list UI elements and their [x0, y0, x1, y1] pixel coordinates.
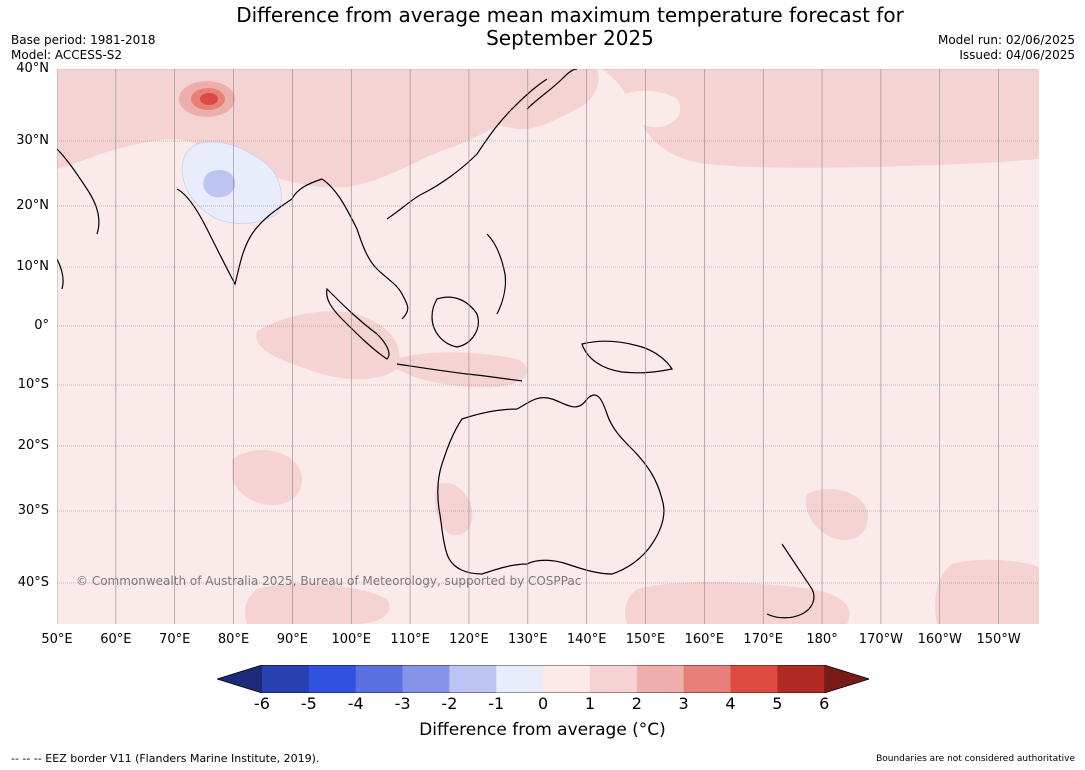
latitude-label: 30°S	[17, 503, 49, 518]
anomaly-region-pacific-inner	[612, 90, 681, 128]
colorbar-segment	[589, 665, 638, 693]
coast-arabia	[57, 148, 100, 235]
colorbar-segment	[636, 665, 685, 693]
colorbar-tick-label: -6	[254, 694, 270, 713]
coast-africa	[57, 258, 64, 290]
latitude-label: 20°S	[17, 438, 49, 453]
latitude-label: 40°S	[17, 575, 49, 590]
anomaly-region-south-indian	[232, 449, 302, 505]
colorbar-tick-label: 0	[538, 694, 549, 713]
model-run: Model run: 02/06/2025	[937, 33, 1075, 47]
colorbar-segment	[449, 665, 497, 693]
colorbar-extend-low	[217, 665, 262, 693]
anomaly-region-tasman	[625, 582, 850, 624]
colorbar-segment	[308, 665, 357, 693]
coast-sumatra	[326, 287, 390, 360]
latitude-label: 30°N	[16, 133, 49, 148]
map-title-line2: September 2025	[486, 26, 654, 50]
colorbar-tick-label: -3	[394, 694, 411, 713]
gridlines	[57, 69, 1039, 624]
longitude-label: 150°E	[625, 632, 666, 647]
anomaly-region-india-cool-core	[203, 169, 236, 198]
coast-new-guinea	[581, 340, 673, 374]
latitude-label: 40°N	[16, 61, 49, 76]
colorbar-segment	[777, 665, 825, 693]
meta-left: Base period: 1981-2018 Model: ACCESS-S2	[11, 33, 156, 63]
coast-borneo	[431, 296, 479, 348]
colorbar-segment	[355, 665, 404, 693]
boundaries-disclaimer: Boundaries are not considered authoritat…	[876, 754, 1075, 764]
latitude-label: 10°N	[16, 259, 49, 274]
coast-java	[396, 363, 523, 382]
issued-date: Issued: 04/06/2025	[959, 48, 1075, 62]
colorbar-extend-high	[824, 665, 869, 693]
colorbar-segment	[543, 665, 591, 693]
colorbar-tick-label: 2	[631, 694, 642, 713]
coast-australia	[437, 394, 665, 575]
colorbar-label: Difference from average (°C)	[419, 720, 666, 740]
longitude-label: 160°W	[917, 632, 962, 647]
colorbar-tick-label: 1	[584, 694, 596, 713]
anomaly-region-north-pacific	[602, 69, 1039, 168]
longitude-label: 140°E	[566, 632, 607, 647]
longitude-label: 80°E	[217, 632, 250, 647]
coast-philippines	[486, 233, 507, 315]
colorbar-segment	[496, 665, 544, 693]
model-name: Model: ACCESS-S2	[11, 48, 123, 62]
longitude-label: 170°E	[743, 632, 783, 647]
longitude-label: 160°E	[684, 632, 725, 647]
colorbar-tick-label: 5	[772, 694, 783, 713]
colorbar-segment	[683, 665, 731, 693]
map-title: Difference from average mean maximum tem…	[200, 4, 940, 50]
coast-southeast-asia	[321, 178, 409, 320]
longitude-label: 150°W	[976, 632, 1021, 647]
anomaly-region-australia-west	[435, 482, 473, 536]
longitude-label: 70°E	[159, 632, 191, 647]
latitude-label: 10°S	[17, 377, 49, 392]
copyright-notice: © Commonwealth of Australia 2025, Bureau…	[76, 574, 582, 588]
eez-legend: -- -- -- EEZ border V11 (Flanders Marine…	[11, 752, 320, 765]
latitude-label: 0°	[34, 318, 49, 333]
longitude-label: 110°E	[390, 632, 430, 647]
coast-new-zealand	[766, 543, 815, 619]
anomaly-region-south-pacific	[806, 489, 868, 540]
coastlines	[57, 69, 815, 619]
colorbar-tick-label: 3	[678, 694, 689, 713]
colorbar-tick-label: 4	[725, 694, 736, 713]
hotspot-core	[200, 93, 218, 105]
longitude-label: 120°E	[449, 632, 489, 647]
latitude-label: 20°N	[16, 198, 49, 213]
colorbar	[217, 665, 869, 693]
forecast-map	[57, 69, 1039, 624]
anomaly-region-indonesia	[397, 352, 528, 388]
map-title-line1: Difference from average mean maximum tem…	[236, 3, 904, 27]
colorbar-tick-label: 6	[819, 694, 830, 713]
longitude-label: 60°E	[100, 632, 132, 647]
longitude-label: 100°E	[331, 632, 372, 647]
meta-right: Model run: 02/06/2025 Issued: 04/06/2025	[938, 33, 1075, 63]
colorbar-tick-label: -1	[488, 694, 505, 713]
longitude-label: 180°	[806, 632, 838, 647]
colorbar-segment	[730, 665, 778, 693]
colorbar-segment	[402, 665, 450, 693]
longitude-label: 170°W	[858, 632, 903, 647]
anomaly-region-southeast-corner	[935, 559, 1039, 624]
longitude-label: 90°E	[276, 632, 309, 647]
coast-india	[176, 178, 323, 286]
coast-japan	[526, 69, 578, 110]
colorbar-tick-label: -5	[300, 694, 317, 713]
coast-china	[386, 78, 548, 220]
colorbar-tick-label: -4	[347, 694, 364, 713]
anomaly-region-southwest	[245, 583, 390, 624]
longitude-label: 130°E	[508, 632, 548, 647]
colorbar-segment	[262, 665, 310, 693]
colorbar-tick-label: -2	[441, 694, 458, 713]
base-period: Base period: 1981-2018	[11, 33, 156, 47]
longitude-label: 50°E	[41, 632, 73, 647]
